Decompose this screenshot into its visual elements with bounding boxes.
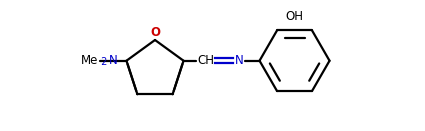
Text: O: O xyxy=(150,26,160,39)
Text: N: N xyxy=(108,54,117,67)
Text: Me: Me xyxy=(81,54,99,67)
Text: 2: 2 xyxy=(99,57,108,67)
Text: CH: CH xyxy=(198,54,215,67)
Text: OH: OH xyxy=(286,10,303,23)
Text: N: N xyxy=(235,54,243,67)
